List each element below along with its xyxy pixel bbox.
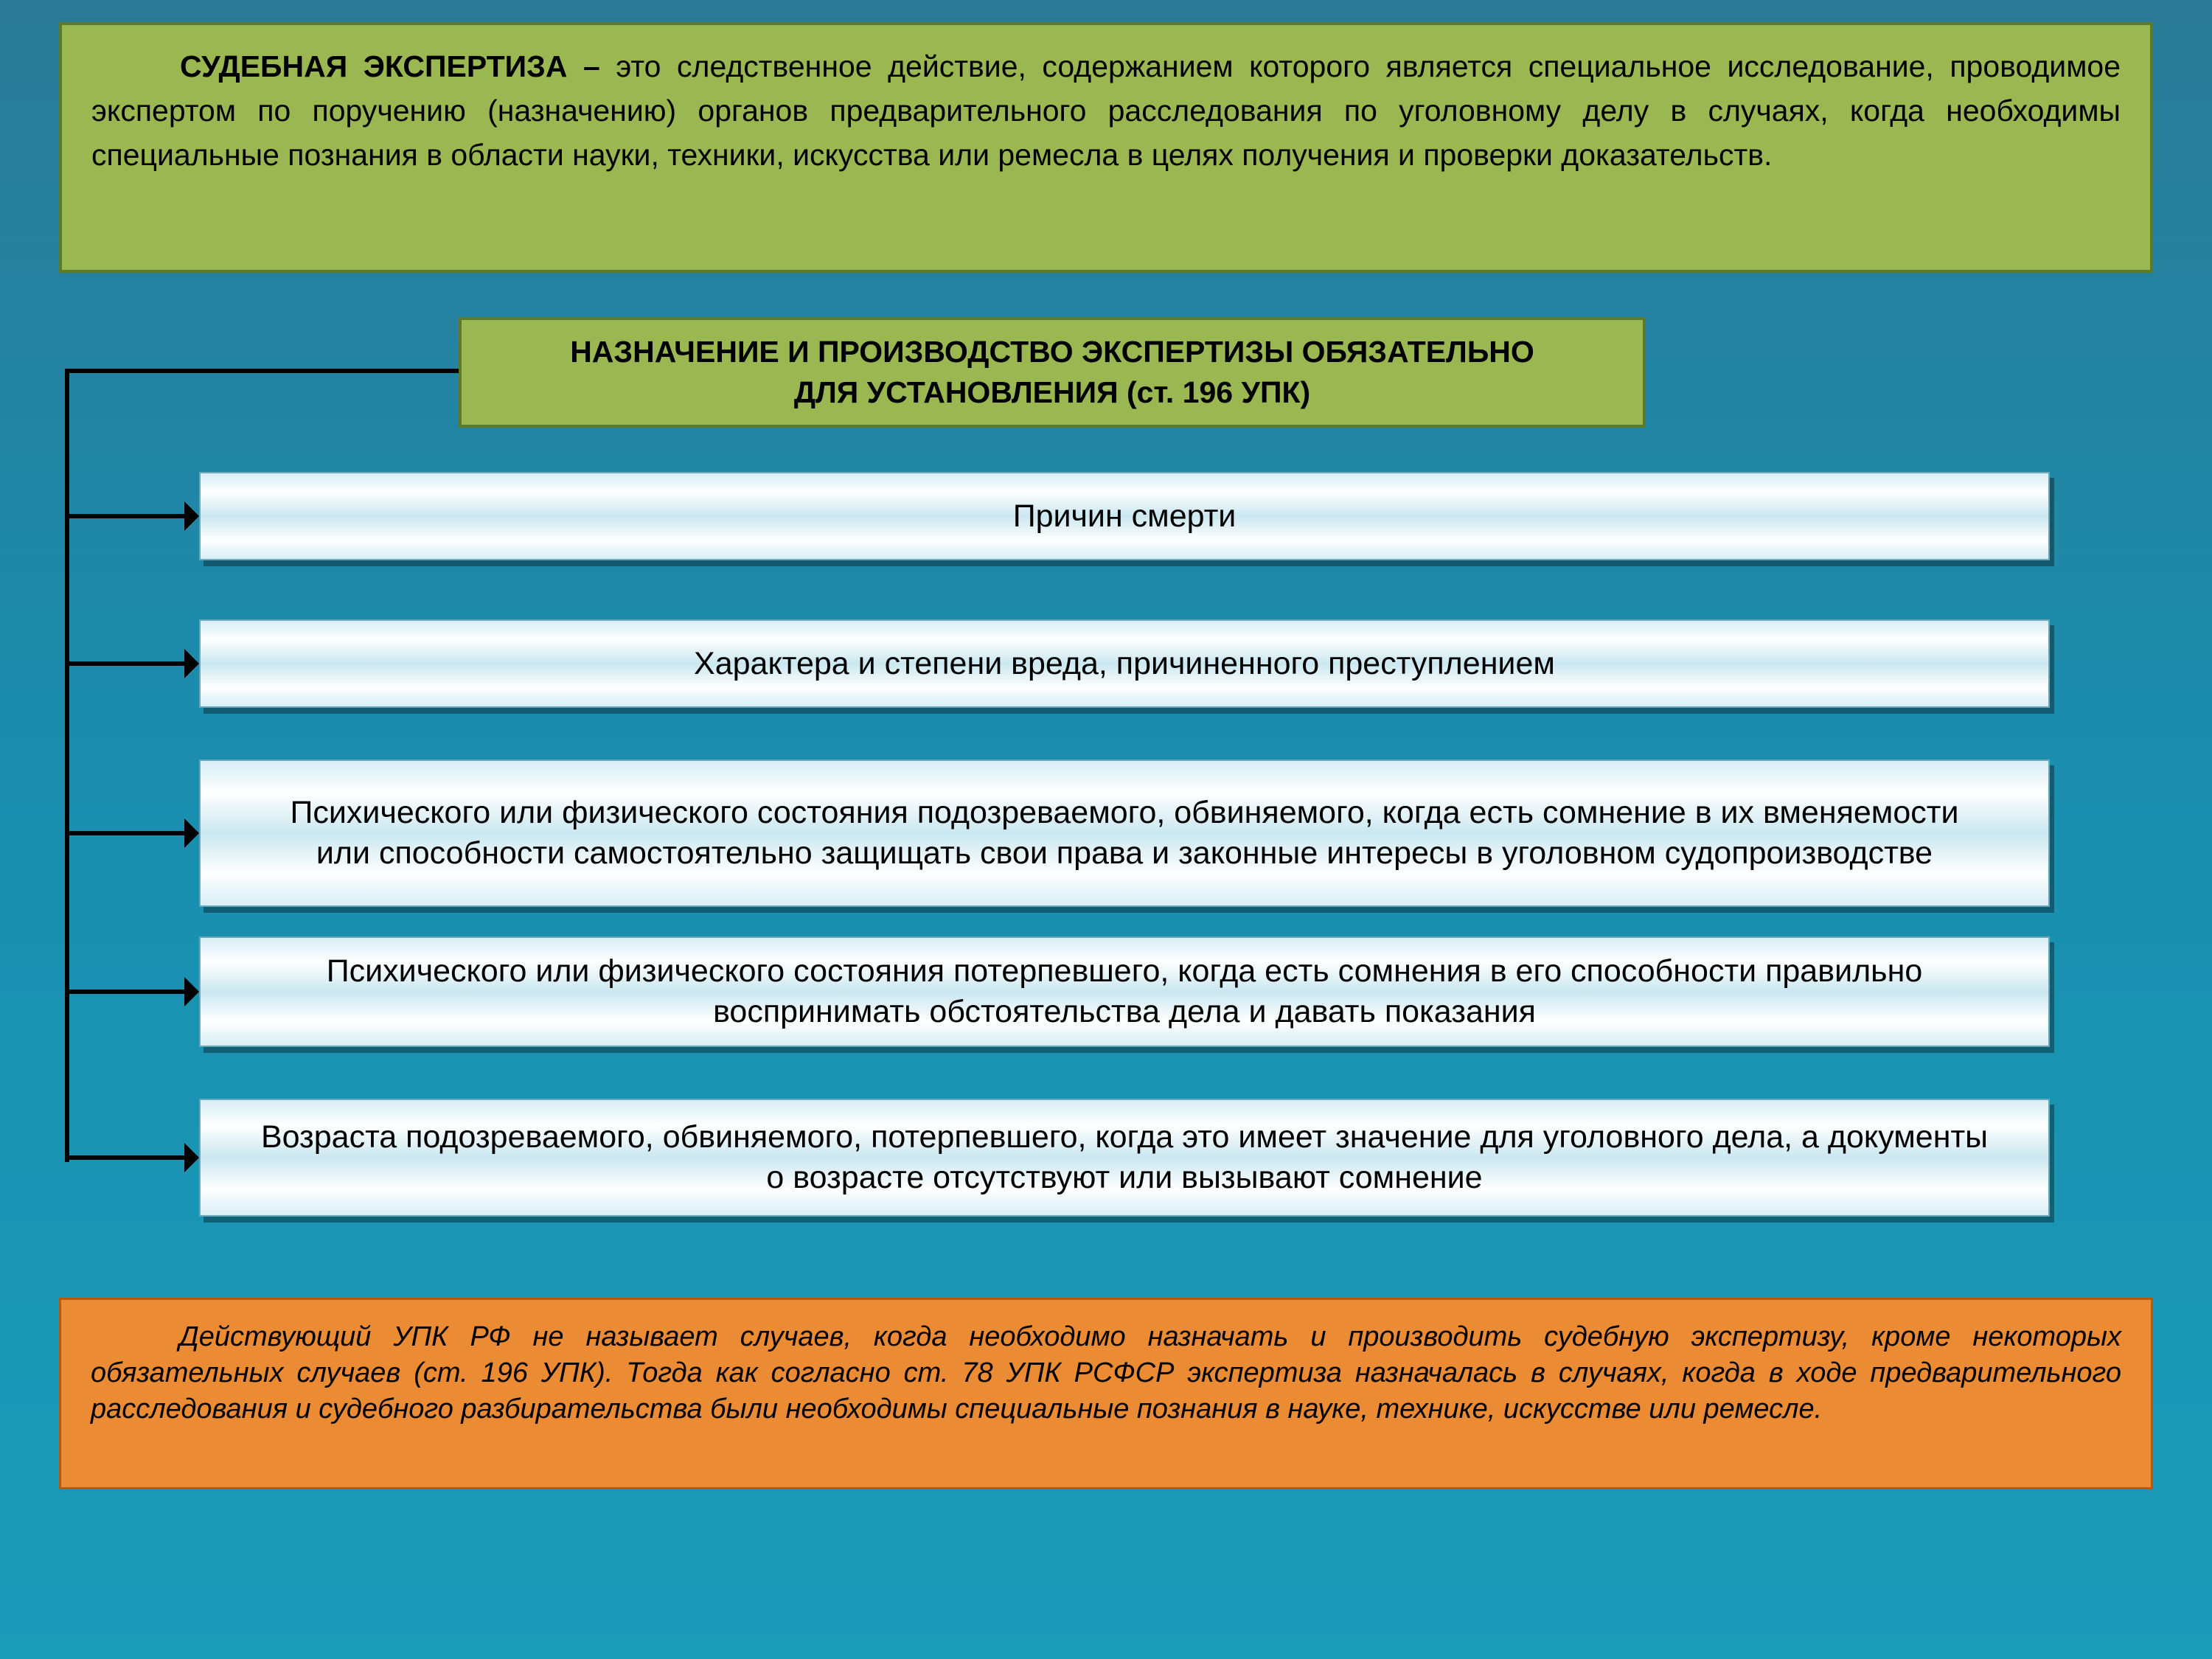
connector-branch <box>65 1155 184 1160</box>
connector-trunk <box>65 369 69 1162</box>
list-item: Психического или физического состояния п… <box>199 759 2050 907</box>
definition-box: СУДЕБНАЯ ЭКСПЕРТИЗА – это следственное д… <box>59 22 2153 273</box>
connector-branch <box>65 661 184 666</box>
list-item: Психического или физического состояния п… <box>199 936 2050 1047</box>
arrow-right-icon <box>184 1143 199 1172</box>
header-box: НАЗНАЧЕНИЕ И ПРОИЗВОДСТВО ЭКСПЕРТИЗЫ ОБЯ… <box>459 317 1646 428</box>
definition-text: СУДЕБНАЯ ЭКСПЕРТИЗА – это следственное д… <box>62 25 2150 196</box>
list-item: Причин смерти <box>199 472 2050 560</box>
arrow-right-icon <box>184 501 199 531</box>
arrow-right-icon <box>184 818 199 848</box>
connector-branch <box>65 369 459 373</box>
connector-branch <box>65 831 184 835</box>
list-item-text: Возраста подозреваемого, обвиняемого, по… <box>260 1117 1989 1198</box>
list-item-text: Психического или физического состояния п… <box>260 951 1989 1032</box>
connector-branch <box>65 514 184 518</box>
header-line-1: НАЗНАЧЕНИЕ И ПРОИЗВОДСТВО ЭКСПЕРТИЗЫ ОБЯ… <box>570 332 1534 372</box>
connector-branch <box>65 990 184 994</box>
arrow-right-icon <box>184 649 199 678</box>
list-item-text: Характера и степени вреда, причиненного … <box>694 644 1555 684</box>
list-item: Возраста подозреваемого, обвиняемого, по… <box>199 1099 2050 1217</box>
list-item: Характера и степени вреда, причиненного … <box>199 619 2050 708</box>
list-item-text: Психического или физического состояния п… <box>260 793 1989 874</box>
note-text: Действующий УПК РФ не называет случаев, … <box>61 1300 2151 1447</box>
list-item-text: Причин смерти <box>1013 496 1237 537</box>
header-line-2: ДЛЯ УСТАНОВЛЕНИЯ (ст. 196 УПК) <box>570 372 1534 413</box>
arrow-right-icon <box>184 977 199 1006</box>
note-box: Действующий УПК РФ не называет случаев, … <box>59 1298 2153 1489</box>
header-text: НАЗНАЧЕНИЕ И ПРОИЗВОДСТВО ЭКСПЕРТИЗЫ ОБЯ… <box>570 332 1534 413</box>
definition-bold: СУДЕБНАЯ ЭКСПЕРТИЗА – <box>180 49 600 83</box>
